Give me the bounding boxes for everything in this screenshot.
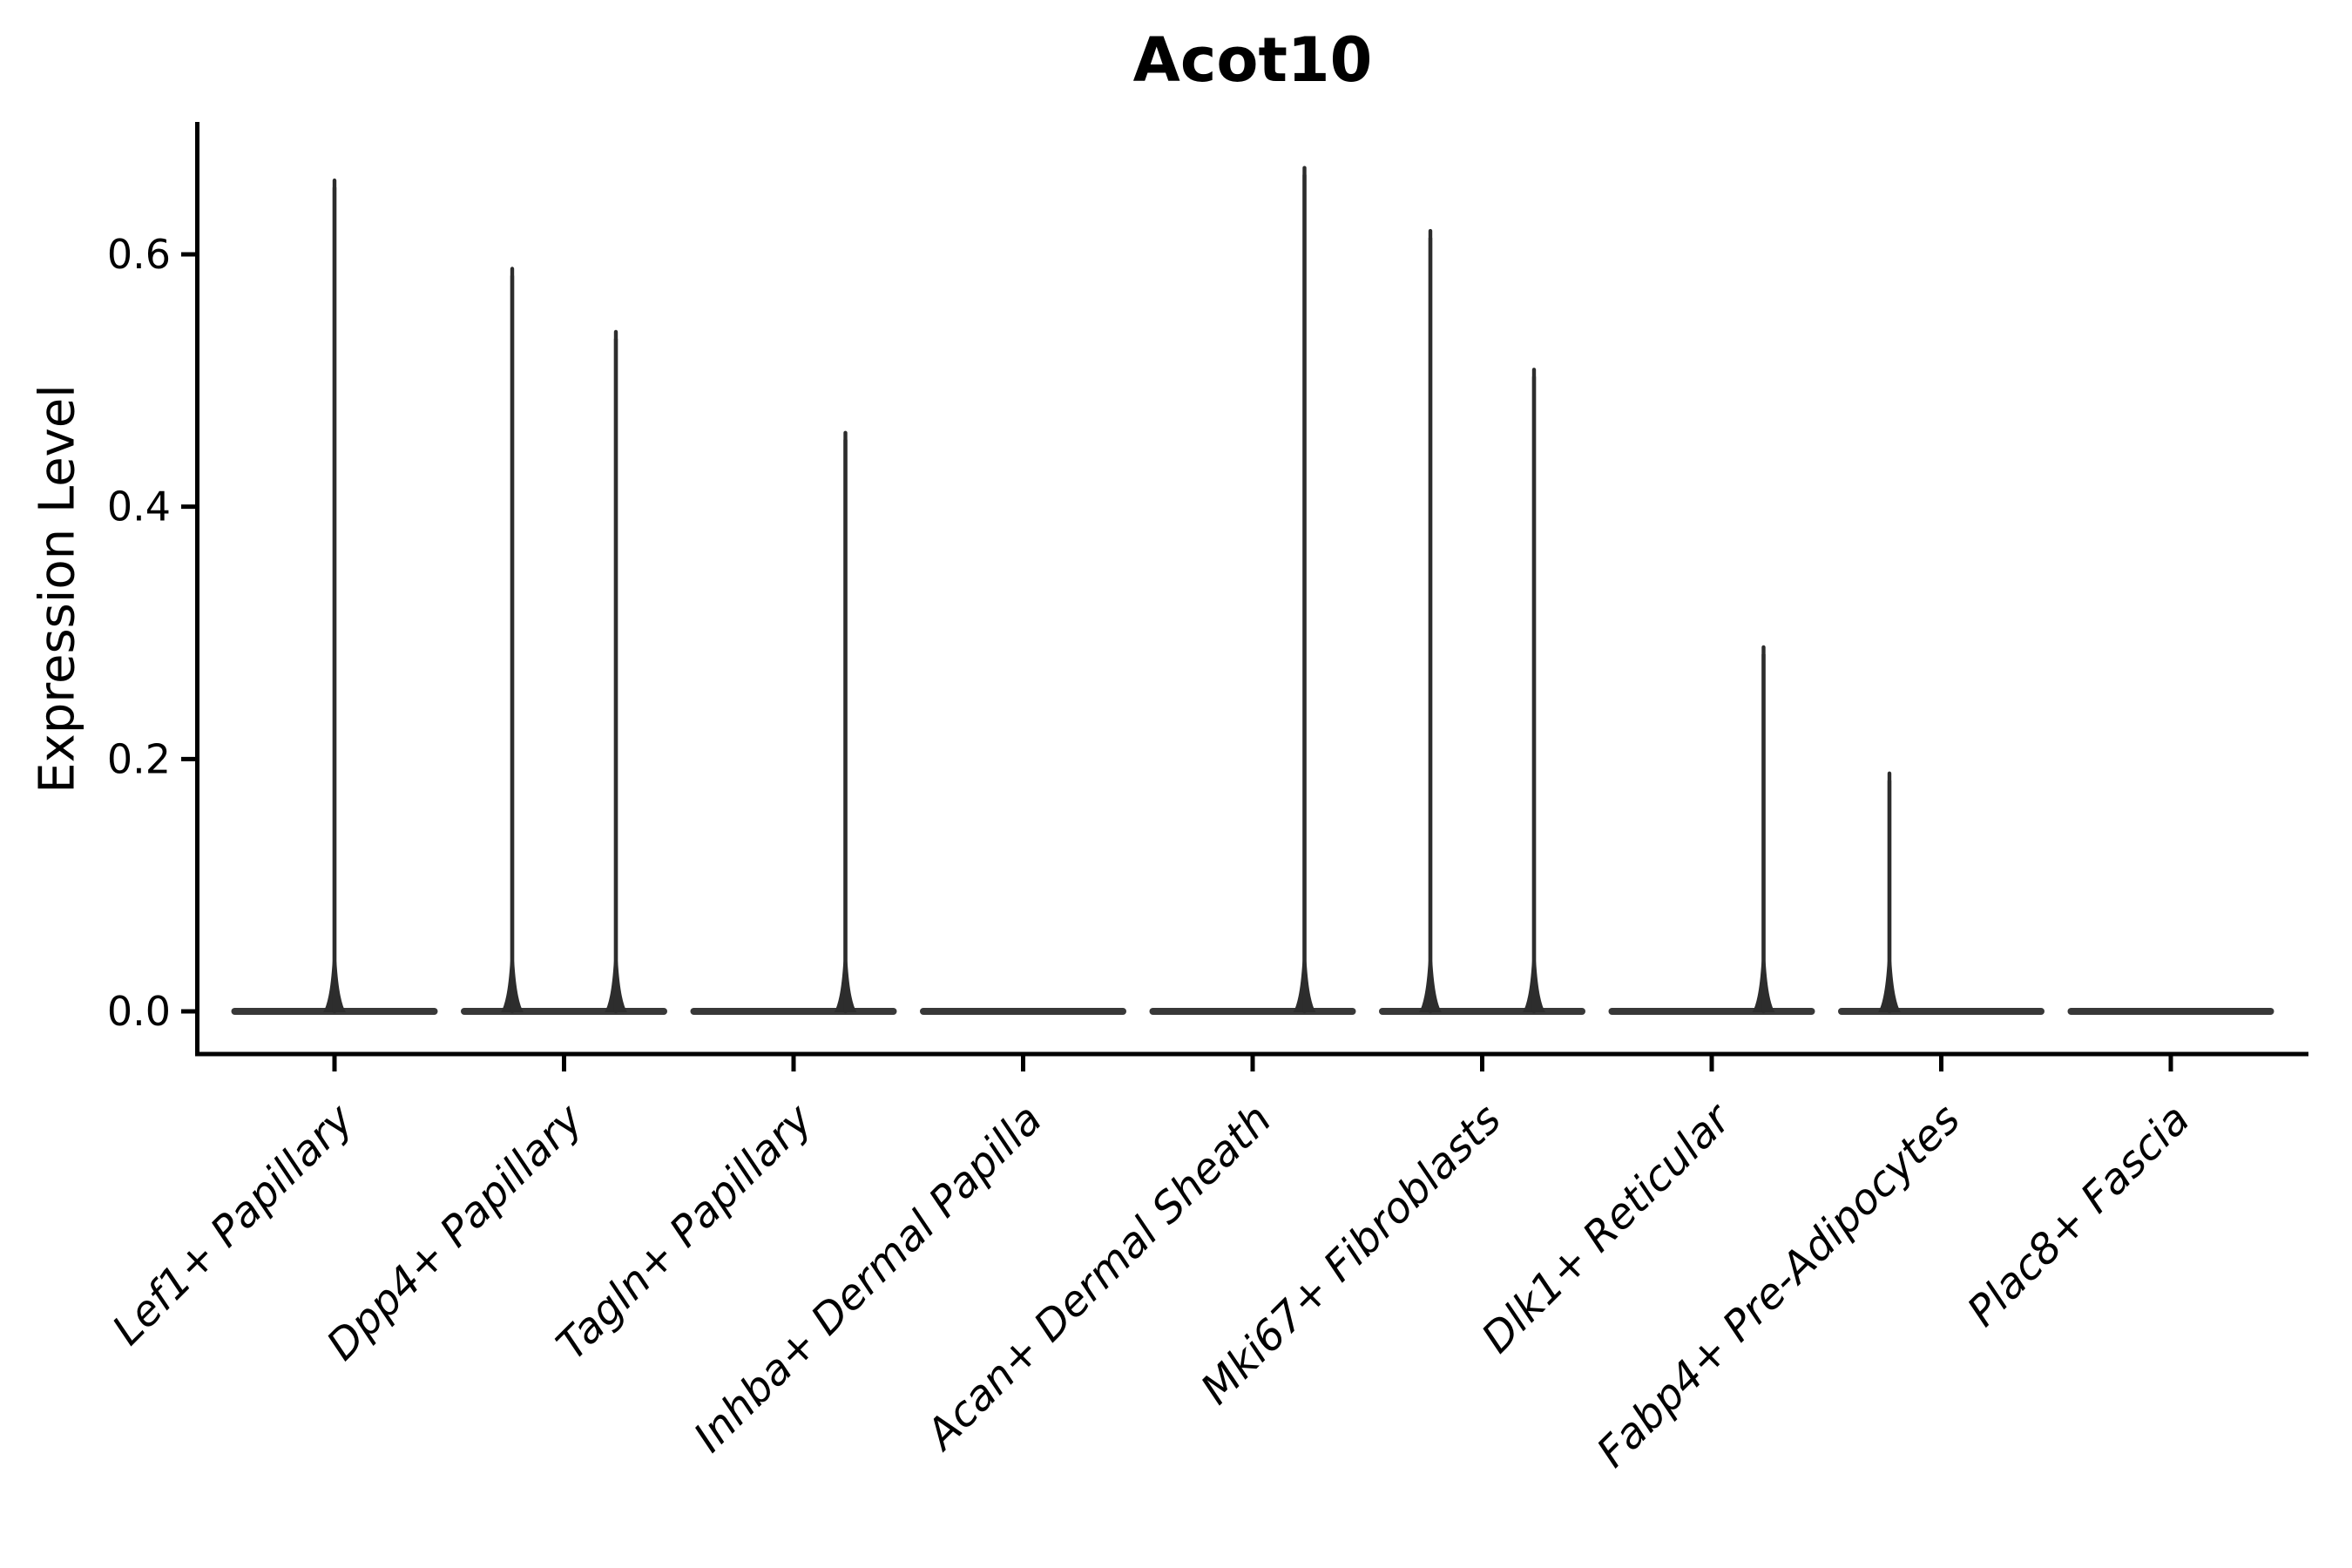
violin-base — [690, 1008, 897, 1015]
y-tick-label: 0.6 — [107, 231, 171, 278]
violin-base — [1608, 1008, 1815, 1015]
y-tick-label: 0.4 — [107, 483, 171, 531]
violin-base — [1149, 1008, 1356, 1015]
x-tick-label: Fabp4+ Pre-Adipocytes — [1587, 1095, 1970, 1477]
x-tick-label: Lef1+ Papillary — [103, 1094, 363, 1355]
y-tick-label: 0.0 — [107, 988, 171, 1035]
violin-base — [461, 1008, 667, 1015]
violin-base — [1838, 1008, 2044, 1015]
x-tick-label: Tagln+ Papillary — [547, 1094, 822, 1369]
violin-base — [2067, 1008, 2274, 1015]
chart-title: Acot10 — [1132, 24, 1373, 96]
x-tick-label: Dlk1+ Reticular — [1472, 1093, 1742, 1363]
violin-base — [920, 1008, 1126, 1015]
y-tick-label: 0.2 — [107, 735, 171, 782]
x-tick-label: Plac8+ Fascia — [1958, 1095, 2200, 1336]
x-tick-label: Dpp4+ Papillary — [317, 1094, 592, 1369]
violin-base — [1379, 1008, 1585, 1015]
y-axis-label: Expression Level — [29, 384, 86, 794]
